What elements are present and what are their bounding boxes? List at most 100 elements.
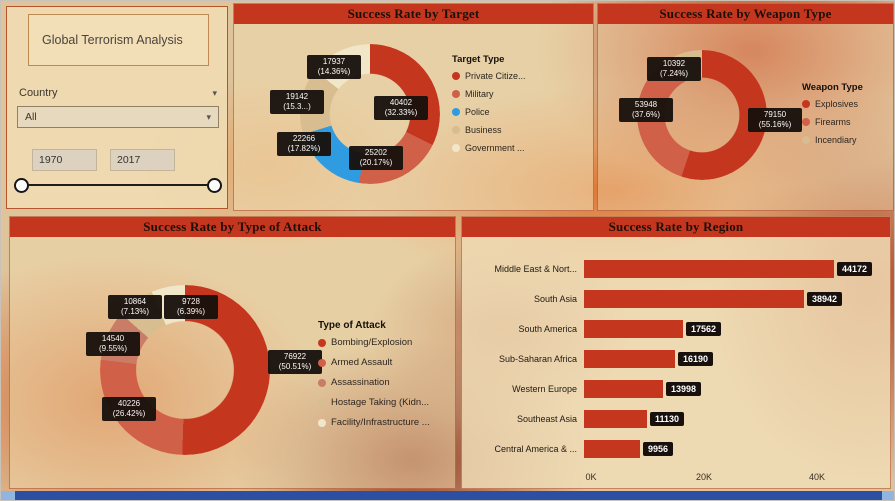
data-label-value: 14540 bbox=[101, 334, 125, 343]
legend-item[interactable]: Firearms bbox=[802, 117, 894, 127]
bar[interactable] bbox=[584, 440, 640, 458]
bar[interactable] bbox=[584, 290, 804, 308]
legend-swatch-icon bbox=[318, 338, 326, 347]
legend-label: Assassination bbox=[331, 377, 390, 388]
donut-data-label: 19142 (15.3...) bbox=[270, 90, 324, 114]
donut-data-label: 76922 (50.51%) bbox=[268, 350, 322, 374]
legend-label: Private Citize... bbox=[465, 71, 526, 81]
data-label-value: 22266 bbox=[292, 134, 316, 143]
data-label-value: 25202 bbox=[364, 148, 388, 157]
legend-item[interactable]: Police bbox=[452, 107, 592, 117]
legend-item[interactable]: Business bbox=[452, 125, 592, 135]
legend-swatch-icon bbox=[802, 118, 810, 126]
chart-title: Success Rate by Weapon Type bbox=[659, 6, 832, 21]
legend-item[interactable]: Incendiary bbox=[802, 135, 894, 145]
data-label-value: 40226 bbox=[117, 399, 141, 408]
legend-title: Type of Attack bbox=[318, 320, 386, 331]
bar-row: South America 17562 bbox=[462, 320, 722, 338]
category-label: South Asia bbox=[533, 294, 577, 304]
legend-swatch-icon bbox=[318, 398, 326, 407]
legend-item[interactable]: Military bbox=[452, 89, 592, 99]
legend-item[interactable]: Facility/Infrastructure ... bbox=[318, 417, 455, 428]
filter-sidebar: Global Terrorism Analysis Country ▾ All … bbox=[6, 6, 228, 209]
category-label: Sub-Saharan Africa bbox=[498, 354, 577, 364]
panel-success-rate-by-target: Success Rate by Target 40402 (32.33%) 25… bbox=[233, 3, 594, 211]
donut-data-label: 25202 (20.17%) bbox=[349, 146, 403, 170]
bar[interactable] bbox=[584, 320, 683, 338]
data-label-pct: (26.42%) bbox=[112, 409, 146, 418]
legend-title: Target Type bbox=[452, 54, 505, 65]
chart-title: Success Rate by Target bbox=[347, 6, 480, 21]
data-label-pct: (14.36%) bbox=[317, 67, 351, 76]
panel-success-rate-by-type-of-attack: Success Rate by Type of Attack 76922 (50… bbox=[9, 216, 456, 489]
country-selected-value: All bbox=[25, 111, 37, 123]
legend-label: Police bbox=[465, 107, 490, 117]
legend-item[interactable]: Explosives bbox=[802, 99, 894, 109]
legend-item[interactable]: Hostage Taking (Kidn... bbox=[318, 397, 455, 408]
category-label: South America bbox=[518, 324, 577, 334]
panel-success-rate-by-weapon-type: Success Rate by Weapon Type 79150 (55.16… bbox=[597, 3, 894, 211]
legend-item[interactable]: Government ... bbox=[452, 143, 592, 153]
dashboard-title: Global Terrorism Analysis bbox=[42, 33, 183, 47]
data-label-pct: (7.13%) bbox=[120, 307, 149, 316]
donut-data-label: 40402 (32.33%) bbox=[374, 96, 428, 120]
legend-swatch-icon bbox=[452, 90, 460, 98]
chart-title: Success Rate by Region bbox=[608, 219, 744, 234]
legend-item[interactable]: Private Citize... bbox=[452, 71, 592, 81]
bar[interactable] bbox=[584, 380, 663, 398]
donut-data-label: 9728 (6.39%) bbox=[164, 295, 218, 319]
legend-label: Firearms bbox=[815, 117, 851, 127]
legend-label: Incendiary bbox=[815, 135, 857, 145]
bar[interactable] bbox=[584, 410, 647, 428]
legend: Weapon Type Explosives Firearms Incendia… bbox=[802, 82, 894, 153]
slider-handle-end[interactable] bbox=[207, 178, 222, 193]
donut-data-label: 79150 (55.16%) bbox=[748, 108, 802, 132]
bar[interactable] bbox=[584, 260, 834, 278]
legend-swatch-icon bbox=[318, 358, 326, 367]
bar-row: Central America & ... 9956 bbox=[462, 440, 674, 458]
legend-label: Bombing/Explosion bbox=[331, 337, 413, 348]
bar-value-label: 17562 bbox=[686, 322, 722, 336]
data-label-value: 40402 bbox=[389, 98, 413, 107]
data-label-pct: (37.6%) bbox=[631, 110, 660, 119]
chevron-down-icon[interactable]: ▾ bbox=[212, 87, 217, 98]
year-range-slider-track[interactable] bbox=[19, 184, 215, 186]
donut-data-label: 22266 (17.82%) bbox=[277, 132, 331, 156]
data-label-pct: (32.33%) bbox=[384, 108, 418, 117]
page-scrollbar[interactable] bbox=[1, 491, 894, 500]
year-end-input[interactable] bbox=[110, 149, 175, 171]
data-label-pct: (6.39%) bbox=[176, 307, 205, 316]
data-label-value: 79150 bbox=[763, 110, 787, 119]
legend: Target Type Private Citize... Military P… bbox=[452, 54, 592, 161]
chevron-down-icon: ▾ bbox=[206, 111, 211, 122]
donut-data-label: 17937 (14.36%) bbox=[307, 55, 361, 79]
data-label-pct: (55.16%) bbox=[758, 120, 792, 129]
bar-value-label: 38942 bbox=[807, 292, 843, 306]
legend-label: Military bbox=[465, 89, 494, 99]
panel-success-rate-by-region: Success Rate by Region Middle East & Nor… bbox=[461, 216, 891, 489]
chart-title: Success Rate by Type of Attack bbox=[143, 219, 322, 234]
data-label-pct: (15.3...) bbox=[283, 102, 311, 111]
data-label-pct: (17.82%) bbox=[287, 144, 321, 153]
country-slicer-header[interactable]: Country ▾ bbox=[19, 87, 217, 99]
legend-item[interactable]: Assassination bbox=[318, 377, 455, 388]
year-start-input[interactable] bbox=[32, 149, 97, 171]
country-dropdown[interactable]: All ▾ bbox=[17, 106, 219, 128]
data-label-value: 53948 bbox=[634, 100, 658, 109]
legend-swatch-icon bbox=[452, 126, 460, 134]
x-axis-tick: 20K bbox=[695, 472, 713, 482]
slider-handle-start[interactable] bbox=[14, 178, 29, 193]
bar-value-label: 11130 bbox=[650, 412, 685, 426]
donut-data-label: 14540 (9.55%) bbox=[86, 332, 140, 356]
chart-title-bar: Success Rate by Target bbox=[234, 4, 593, 24]
donut-data-label: 40226 (26.42%) bbox=[102, 397, 156, 421]
data-label-value: 76922 bbox=[283, 352, 307, 361]
donut-data-label: 10864 (7.13%) bbox=[108, 295, 162, 319]
data-label-value: 19142 bbox=[285, 92, 309, 101]
bar[interactable] bbox=[584, 350, 675, 368]
legend-item[interactable]: Armed Assault bbox=[318, 357, 455, 368]
bar-value-label: 9956 bbox=[643, 442, 674, 456]
category-label: Middle East & Nort... bbox=[494, 264, 577, 274]
legend-item[interactable]: Bombing/Explosion bbox=[318, 337, 455, 348]
legend: Type of Attack Bombing/Explosion Armed A… bbox=[318, 320, 455, 437]
